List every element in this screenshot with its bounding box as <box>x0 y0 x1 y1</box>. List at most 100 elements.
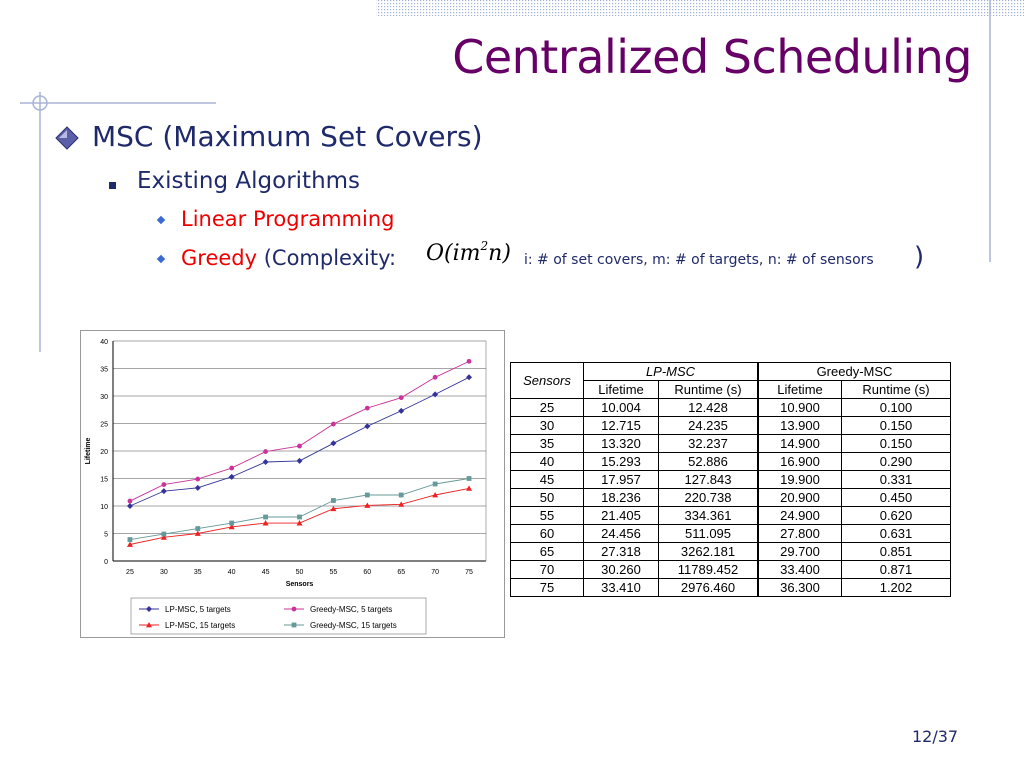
formula-exponent: 2 <box>480 239 489 253</box>
formula-end: n) <box>488 241 511 266</box>
x-tick-label: 70 <box>431 569 439 576</box>
lifetime-chart-frame: 0 5 10 15 20 25 30 35 40 25 30 35 40 45 50 55 60 65 70 75 Se… <box>80 330 505 638</box>
table-cell: 24.235 <box>658 416 759 435</box>
y-tick-label: 35 <box>100 367 108 374</box>
data-point <box>229 520 235 526</box>
table-row: 35 13.320 32.237 14.900 0.150 <box>510 434 951 453</box>
data-point <box>161 482 167 487</box>
x-tick-label: 60 <box>363 569 371 576</box>
dotted-header-band <box>376 0 1024 16</box>
data-point <box>127 498 133 504</box>
table-cell: 11789.452 <box>658 560 759 579</box>
data-point <box>297 443 302 449</box>
y-tick-label: 30 <box>100 394 108 401</box>
table-cell: 65 <box>510 542 584 561</box>
legend-marker <box>291 622 297 628</box>
data-point <box>398 492 404 498</box>
data-point <box>331 498 336 503</box>
table-subheader-runtime: Runtime (s) <box>841 380 951 399</box>
table-cell: 30 <box>510 416 584 435</box>
table-cell: 334.361 <box>658 506 759 525</box>
y-tick-label: 5 <box>104 532 108 539</box>
formula-o: O(im <box>426 241 481 266</box>
table-cell: 35 <box>510 434 584 453</box>
table-cell: 0.331 <box>841 470 951 489</box>
data-point <box>398 501 405 507</box>
table-row: 55 21.405 334.361 24.900 0.620 <box>510 506 951 525</box>
data-point <box>432 374 438 380</box>
table-cell: 2976.460 <box>658 578 759 597</box>
table-cell: 27.318 <box>583 542 659 561</box>
table-cell: 0.851 <box>841 542 951 561</box>
data-point <box>161 531 167 537</box>
legend-box <box>130 597 427 635</box>
data-point <box>263 449 268 454</box>
table-cell: 127.843 <box>658 470 759 489</box>
lifetime-chart: 0 5 10 15 20 25 30 35 40 25 30 35 40 45 50 55 60 65 70 75 Se… <box>85 339 487 635</box>
legend-marker <box>146 622 152 628</box>
bullet-msc: MSC (Maximum Set Covers) <box>92 120 483 153</box>
data-point <box>195 526 201 531</box>
legend-label: Greedy-MSC, 15 targets <box>310 621 397 630</box>
y-tick-label: 25 <box>100 422 108 429</box>
x-tick-label: 50 <box>296 569 304 576</box>
table-cell: 21.405 <box>583 506 659 525</box>
data-point <box>364 405 370 411</box>
x-tick-label: 45 <box>262 569 270 576</box>
table-row: 65 27.318 3262.181 29.700 0.851 <box>510 542 951 561</box>
table-cell: 50 <box>510 488 584 507</box>
y-tick-label: 20 <box>100 449 108 456</box>
formula-note: i: # of set covers, m: # of targets, n: … <box>524 252 874 268</box>
x-tick-label: 65 <box>397 569 405 576</box>
data-point <box>364 502 371 508</box>
table-cell: 1.202 <box>841 578 951 597</box>
table-cell: 29.700 <box>757 542 842 561</box>
table-row: 60 24.456 511.095 27.800 0.631 <box>510 524 951 543</box>
data-point <box>194 484 201 491</box>
table-cell: 15.293 <box>583 452 659 471</box>
legend-marker <box>146 606 152 612</box>
data-point <box>160 488 167 495</box>
table-row: 50 18.236 220.738 20.900 0.450 <box>510 488 951 507</box>
table-cell: 0.100 <box>841 398 951 417</box>
table-cell: 45 <box>510 470 584 489</box>
table-cell: 27.800 <box>757 524 842 543</box>
x-tick-label: 25 <box>126 569 134 576</box>
table-cell: 0.290 <box>841 452 951 471</box>
greedy-label: Greedy <box>181 246 258 270</box>
series-line <box>129 360 470 502</box>
table-cell: 75 <box>510 578 584 597</box>
table-row: 25 10.004 12.428 10.900 0.100 <box>510 398 951 417</box>
table-cell: 18.236 <box>583 488 659 507</box>
data-point <box>331 421 336 427</box>
page-number: 12/37 <box>912 727 959 746</box>
table-cell: 16.900 <box>757 452 842 471</box>
table-cell: 10.900 <box>757 398 842 417</box>
data-point <box>127 537 133 542</box>
data-point <box>432 391 439 398</box>
y-axis-label: Lifetime <box>85 437 92 464</box>
data-point <box>160 534 167 540</box>
table-cell: 14.900 <box>757 434 842 453</box>
y-tick-label: 40 <box>100 339 108 346</box>
bullet-greedy: Greedy (Complexity: <box>181 246 396 270</box>
data-point <box>296 520 303 526</box>
series-line <box>129 376 470 507</box>
table-cell: 19.900 <box>757 470 842 489</box>
series-line <box>129 478 470 540</box>
table-cell: 10.004 <box>583 398 659 417</box>
legend-label: LP-MSC, 15 targets <box>165 621 235 630</box>
legend-label: Greedy-MSC, 5 targets <box>310 605 392 614</box>
table-cell: 220.738 <box>658 488 759 507</box>
table-cell: 52.886 <box>658 452 759 471</box>
table-row: 70 30.260 11789.452 33.400 0.871 <box>510 560 951 579</box>
table-cell: 0.871 <box>841 560 951 579</box>
table-header-sensors: Sensors <box>510 362 584 399</box>
table-header-lp-msc: LP-MSC <box>583 362 759 381</box>
table-cell: 0.150 <box>841 416 951 435</box>
data-point <box>263 514 268 520</box>
x-tick-label: 55 <box>330 569 338 576</box>
table-cell: 12.428 <box>658 398 759 417</box>
table-cell: 55 <box>510 506 584 525</box>
square-bullet-icon <box>109 182 116 189</box>
